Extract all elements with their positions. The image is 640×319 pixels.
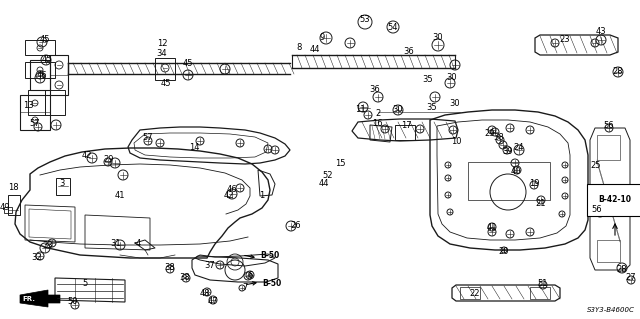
Text: 45: 45 [40, 35, 51, 44]
Text: 50: 50 [68, 298, 78, 307]
Text: 18: 18 [8, 183, 19, 192]
Text: 45: 45 [161, 78, 172, 87]
Text: 53: 53 [360, 16, 371, 25]
Text: 42: 42 [224, 191, 234, 201]
Text: 13: 13 [22, 100, 33, 109]
Text: 19: 19 [529, 180, 540, 189]
Bar [4, 207, 12, 213]
Text: 44: 44 [310, 46, 320, 55]
Text: 4: 4 [136, 240, 141, 249]
Text: 41: 41 [487, 224, 497, 233]
Text: 38: 38 [164, 263, 175, 272]
Text: 6: 6 [247, 271, 253, 279]
Text: 1: 1 [259, 190, 264, 199]
Text: 40: 40 [511, 167, 521, 175]
Text: B-42-10: B-42-10 [598, 196, 632, 204]
Text: 42: 42 [82, 151, 92, 160]
Text: 33: 33 [43, 241, 53, 250]
Text: 29: 29 [484, 129, 495, 137]
Text: 22: 22 [470, 290, 480, 299]
Text: 10: 10 [451, 137, 461, 146]
Text: 30: 30 [447, 72, 458, 81]
Text: 26: 26 [291, 220, 301, 229]
Text: S3Y3-B4600C: S3Y3-B4600C [587, 307, 635, 313]
Text: 9: 9 [319, 33, 324, 42]
Text: 38: 38 [493, 133, 504, 143]
Text: 32: 32 [32, 253, 42, 262]
Text: 28: 28 [612, 68, 623, 77]
Text: 47: 47 [208, 296, 218, 306]
Text: 17: 17 [401, 122, 412, 130]
Text: 25: 25 [591, 160, 601, 169]
Text: 39: 39 [502, 146, 513, 155]
Text: 15: 15 [335, 159, 345, 167]
Text: 43: 43 [596, 26, 606, 35]
Text: 20: 20 [499, 248, 509, 256]
Text: 49: 49 [0, 204, 10, 212]
Text: 46: 46 [227, 186, 237, 195]
Text: FR.: FR. [22, 296, 35, 302]
Text: 16: 16 [372, 118, 382, 128]
Text: B-50: B-50 [260, 251, 279, 261]
Text: 31: 31 [111, 240, 122, 249]
Text: 24: 24 [514, 143, 524, 152]
Text: 36: 36 [404, 48, 414, 56]
Text: 7: 7 [243, 284, 248, 293]
Text: 30: 30 [393, 105, 403, 114]
Text: 56: 56 [604, 121, 614, 130]
Text: 29: 29 [104, 155, 115, 165]
Text: 35: 35 [422, 76, 433, 85]
Text: 12: 12 [157, 39, 167, 48]
Text: 41: 41 [115, 190, 125, 199]
Text: 34: 34 [157, 48, 167, 57]
Text: 30: 30 [433, 33, 444, 42]
Text: 56: 56 [592, 205, 602, 214]
Text: 2: 2 [376, 108, 381, 117]
Text: 8: 8 [296, 42, 301, 51]
Polygon shape [20, 290, 60, 307]
Text: 52: 52 [323, 172, 333, 181]
Text: 37: 37 [205, 262, 216, 271]
Text: 45: 45 [42, 56, 52, 64]
Text: 48: 48 [200, 288, 211, 298]
Text: 27: 27 [626, 273, 636, 283]
Text: 35: 35 [427, 102, 437, 112]
Text: 51: 51 [538, 279, 548, 288]
Text: 44: 44 [319, 179, 329, 188]
Text: 11: 11 [355, 106, 365, 115]
Text: 57: 57 [29, 118, 40, 128]
Text: 14: 14 [189, 144, 199, 152]
Text: 38: 38 [180, 272, 190, 281]
Text: 45: 45 [183, 60, 193, 69]
Text: B-50: B-50 [262, 278, 281, 287]
Text: 3: 3 [60, 179, 65, 188]
Text: 23: 23 [560, 35, 570, 44]
Text: 54: 54 [388, 23, 398, 32]
Text: 46: 46 [36, 70, 47, 79]
Text: 57: 57 [143, 133, 154, 143]
Text: 36: 36 [370, 85, 380, 93]
Text: 21: 21 [536, 198, 547, 207]
Text: 5: 5 [83, 279, 88, 288]
Text: 28: 28 [617, 264, 627, 273]
Text: 30: 30 [450, 99, 460, 108]
